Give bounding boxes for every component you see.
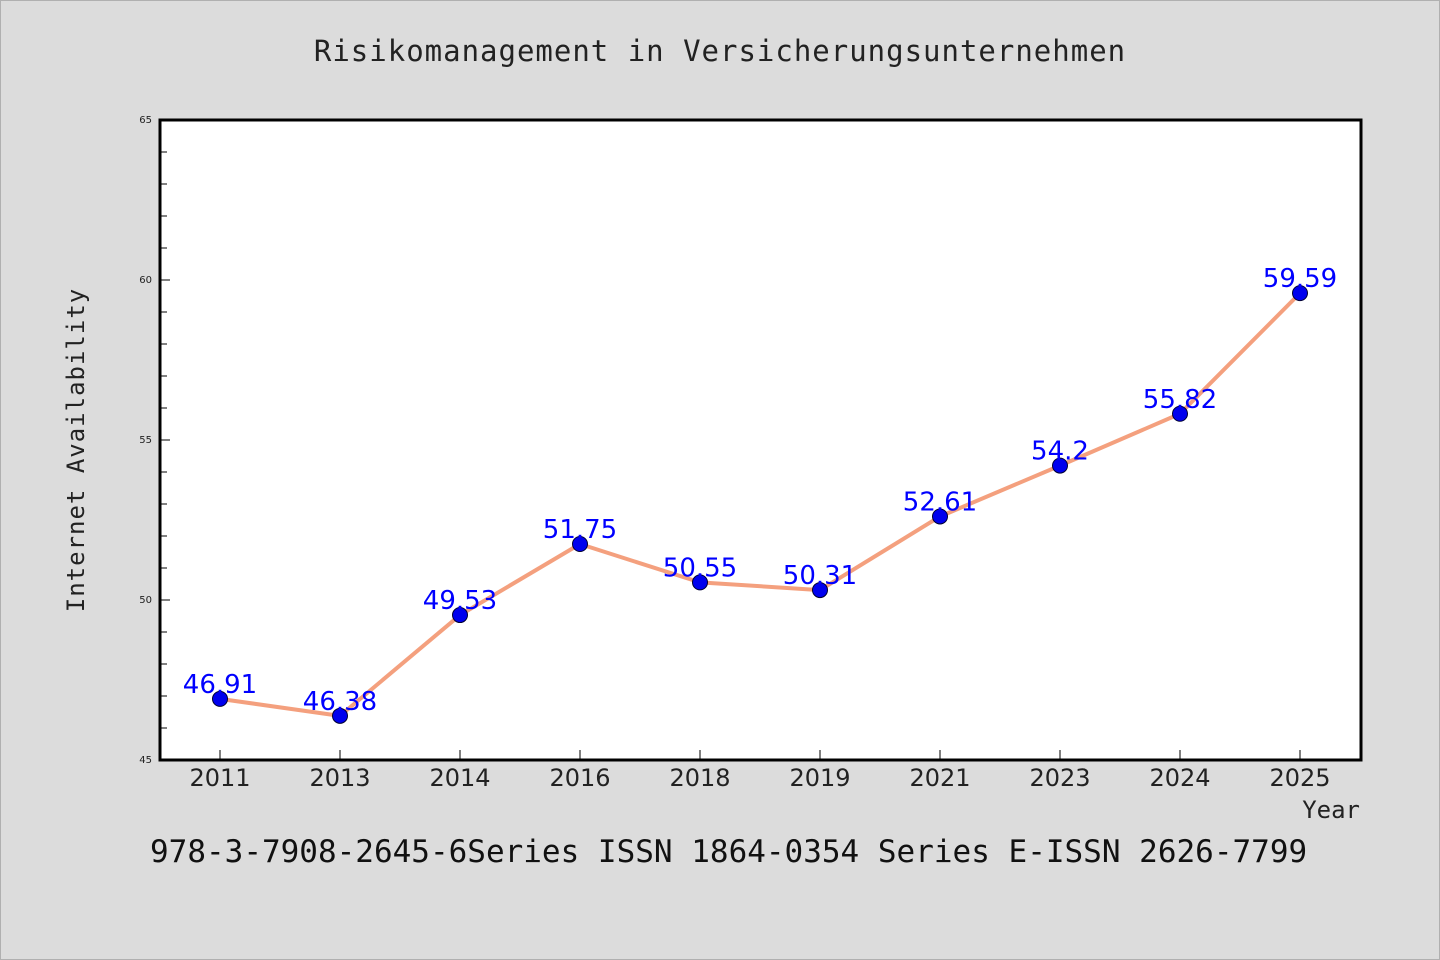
data-point-label: 50.55 <box>663 553 737 583</box>
x-tick-label: 2023 <box>1029 764 1090 792</box>
data-point-marker <box>212 690 228 707</box>
data-point-marker <box>332 707 348 724</box>
data-point-marker <box>572 536 588 552</box>
data-point-label: 46.38 <box>303 687 377 717</box>
data-point-label: 51.75 <box>543 515 617 545</box>
x-tick-label: 2011 <box>189 764 250 792</box>
data-point-label: 55.82 <box>1143 385 1217 415</box>
data-point-label: 52.61 <box>903 487 977 517</box>
y-tick-label: 50 <box>139 595 152 606</box>
data-point-label: 54.2 <box>1031 437 1089 467</box>
x-tick-label: 2013 <box>309 764 370 792</box>
y-axis-ticks: 45 50 55 60 65 <box>139 115 170 766</box>
data-point-label: 49.53 <box>423 586 497 616</box>
footer-isbn-text: 978-3-7908-2645-6Series ISSN 1864-0354 S… <box>150 834 1308 870</box>
series-line <box>219 291 1302 718</box>
data-point-label: 46.91 <box>183 670 257 700</box>
x-tick-label: 2021 <box>909 764 970 792</box>
y-tick-label: 55 <box>139 435 152 446</box>
data-point-marker <box>1292 285 1308 302</box>
data-point-marker <box>452 607 468 624</box>
x-tick-label: 2024 <box>1149 764 1210 792</box>
series-markers <box>212 285 1308 724</box>
x-axis-ticks: 2011 2013 2014 2016 2018 2019 2021 2023 2024 2025 <box>189 750 1331 792</box>
data-point-label: 59.59 <box>1263 264 1337 294</box>
data-point-marker <box>1052 457 1068 474</box>
x-tick-label: 2016 <box>549 764 610 792</box>
x-axis-label: Year <box>1302 796 1360 824</box>
data-point-marker <box>812 582 828 599</box>
x-tick-label: 2025 <box>1269 764 1330 792</box>
data-point-marker <box>932 508 948 525</box>
data-labels: 46.91 46.38 49.53 51.75 50.55 50.31 52.61 54.2 5… <box>183 264 1337 717</box>
x-tick-label: 2018 <box>669 764 730 792</box>
y-tick-label: 60 <box>139 275 152 286</box>
chart-title: Risikomanagement in Versicherungsunterne… <box>313 34 1127 68</box>
plot-area <box>158 118 1363 762</box>
x-tick-label: 2014 <box>429 764 490 792</box>
y-tick-label: 65 <box>139 115 152 126</box>
y-tick-label: 45 <box>139 755 152 766</box>
data-point-label: 50.31 <box>783 561 857 591</box>
data-point-marker <box>1172 405 1188 422</box>
x-tick-label: 2019 <box>789 764 850 792</box>
data-point-marker <box>692 574 708 591</box>
